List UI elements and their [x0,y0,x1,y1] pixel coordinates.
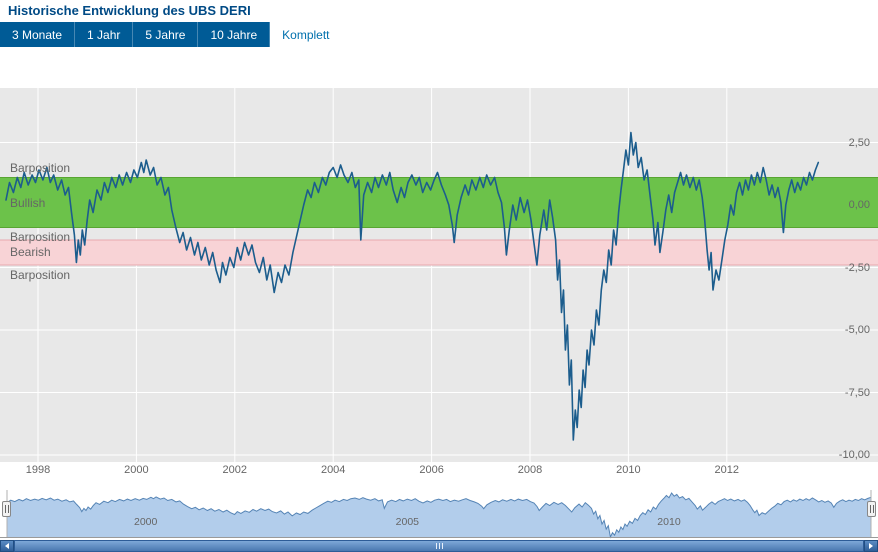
right-arrow-icon [869,543,873,549]
scrollbar-left-button[interactable] [0,540,14,552]
band-label-bullish: Bullish [10,196,46,210]
left-arrow-icon [5,543,9,549]
band-label-bearish: Bearish [10,245,51,259]
navigator-series [0,490,878,539]
tab-1-jahr[interactable]: 1 Jahr [75,22,134,47]
gridlines [0,88,878,462]
tab-3-monate[interactable]: 3 Monate [0,22,76,47]
plotline-label-barposition-bottom: Barposition [10,268,71,282]
x-axis-label: 2000 [124,464,149,476]
scrollbar-track[interactable] [14,540,864,552]
y-axis-label: -10,00 [838,449,870,461]
x-axis-label: 2010 [616,464,641,476]
navigator-canvas [0,490,878,539]
tab-10-jahre[interactable]: 10 Jahre [198,22,271,47]
navigator-axis-label: 2000 [133,516,158,528]
scrollbar-thumb[interactable] [14,540,864,552]
y-axis-label: 0,00 [848,199,870,211]
plotline-label-barposition-top: Barposition [10,161,71,175]
y-axis-label: -7,50 [844,386,870,399]
x-axis-labels: 1998 2000 2002 2004 2006 2008 2010 2012 [0,462,878,480]
main-chart[interactable]: Barposition Bullish Barposition Bearish … [0,88,878,462]
navigator-axis-label: 2005 [395,516,420,528]
plotline-label-barposition-middle: Barposition [10,230,71,244]
scrollbar-right-button[interactable] [864,540,878,552]
grip-lines-icon [435,543,443,549]
main-chart-canvas [0,88,878,462]
navigator-handle-left[interactable] [2,501,11,517]
x-axis-label: 2008 [517,464,543,476]
x-axis-label: 1998 [25,464,51,476]
y-axis-label: -2,50 [844,261,870,274]
x-axis-label: 2012 [714,464,740,476]
navigator[interactable]: 2000 2005 2010 [0,490,878,540]
scrollbar[interactable] [0,540,878,552]
x-axis-label: 2002 [222,464,248,476]
tab-5-jahre[interactable]: 5 Jahre [133,22,199,47]
tab-komplett[interactable]: Komplett [270,22,342,47]
navigator-handle-right[interactable] [867,501,876,517]
x-axis-label: 2004 [320,464,346,476]
navigator-axis-label: 2010 [657,516,681,528]
plot-bands [0,177,878,266]
x-axis-label: 2006 [419,464,444,476]
y-axis-label: -5,00 [844,324,870,336]
period-tabs: 3 Monate 1 Jahr 5 Jahre 10 Jahre Komplet… [0,22,342,47]
series-line [5,131,820,441]
y-axis-label: 2,50 [848,136,870,149]
page-title: Historische Entwicklung des UBS DERI [8,3,251,18]
